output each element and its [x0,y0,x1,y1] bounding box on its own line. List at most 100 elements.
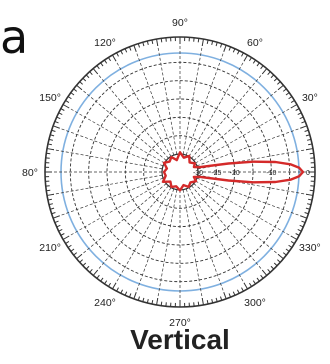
degree-tick-100 [157,39,158,46]
degree-tick-246 [125,292,127,296]
degree-tick-152 [61,109,65,111]
angle-label-30: 30° [302,92,318,104]
angle-label-180: 80° [22,167,38,179]
degree-tick-146 [68,97,71,99]
degree-tick-288 [220,297,221,301]
degree-tick-222 [80,260,83,263]
degree-tick-52 [261,66,263,69]
degree-tick-64 [237,51,239,55]
degree-tick-224 [83,263,86,266]
degree-tick-20 [300,126,307,128]
degree-tick-46 [271,75,274,78]
angle-label-60: 60° [247,37,263,49]
degree-tick-36 [286,93,289,95]
degree-tick-72 [220,44,221,48]
degree-tick-144 [71,93,74,95]
degree-tick-150 [63,105,69,109]
degree-tick-290 [224,292,226,299]
degree-tick-262 [161,302,162,306]
degree-tick-112 [129,47,130,51]
degree-tick-238 [108,283,110,286]
degree-tick-314 [271,266,274,269]
degree-tick-344 [306,208,310,209]
angle-label-90: 90° [172,17,188,29]
degree-tick-212 [66,241,69,243]
degree-tick-108 [138,44,139,48]
grid-ring-5 [70,62,289,281]
degree-tick-56 [253,60,255,63]
degree-tick-126 [101,63,103,66]
degree-tick-140 [77,85,82,89]
degree-tick-260 [157,298,158,305]
degree-tick-66 [233,49,235,53]
degree-tick-172 [46,153,50,154]
degree-tick-74 [216,42,217,46]
degree-tick-252 [138,297,139,301]
degree-tick-114 [125,49,127,53]
degree-tick-230 [93,270,97,275]
degree-tick-106 [143,42,144,46]
degree-tick-302 [249,283,251,286]
degree-tick-70 [224,45,226,52]
degree-tick-28 [296,109,300,111]
degree-tick-110 [134,45,136,52]
degree-tick-232 [97,275,99,278]
degree-tick-68 [229,47,230,51]
degree-tick-286 [216,298,217,302]
spoke-220 [81,184,166,255]
degree-tick-22 [301,121,305,122]
degree-tick-26 [298,113,302,115]
degree-tick-130 [93,69,97,74]
angle-label-150: 150° [39,92,61,104]
degree-tick-160 [53,126,60,128]
degree-tick-242 [117,288,119,292]
degree-tick-342 [305,212,309,213]
radial-label-3: -10 [266,170,276,177]
degree-tick-202 [55,221,59,222]
degree-tick-310 [262,270,266,275]
degree-tick-234 [101,278,103,281]
degree-tick-334 [298,229,302,231]
degree-tick-228 [90,269,93,272]
degree-tick-132 [90,72,93,75]
degree-tick-312 [268,269,271,272]
degree-tick-316 [274,263,277,266]
degree-tick-304 [253,281,255,284]
degree-tick-210 [63,236,69,240]
degree-tick-318 [277,260,280,263]
degree-tick-240 [113,283,117,289]
degree-tick-34 [289,97,292,99]
degree-tick-278 [198,302,199,306]
degree-tick-8 [310,153,314,154]
degree-tick-254 [143,298,144,302]
degree-tick-50 [262,69,266,74]
angle-label-240: 240° [94,297,116,309]
degree-tick-44 [274,78,277,81]
degree-tick-340 [300,216,307,218]
degree-tick-196 [50,208,54,209]
degree-tick-248 [129,293,130,297]
degree-tick-162 [52,130,56,131]
degree-tick-122 [108,58,110,61]
degree-tick-244 [121,290,123,294]
spoke-140 [81,89,166,160]
degree-tick-296 [237,290,239,294]
degree-tick-128 [97,66,99,69]
degree-tick-294 [233,292,235,296]
degree-tick-158 [55,121,59,122]
angle-label-300: 300° [244,297,266,309]
degree-tick-58 [249,58,251,61]
degree-tick-218 [74,253,77,255]
degree-tick-350 [306,194,313,195]
degree-tick-136 [83,78,86,81]
degree-tick-142 [74,89,77,91]
degree-tick-164 [50,135,54,136]
degree-tick-298 [242,288,244,292]
degree-tick-118 [117,53,119,57]
degree-tick-138 [80,82,83,85]
degree-tick-320 [278,254,283,258]
radial-label-0: -30 [193,170,203,177]
